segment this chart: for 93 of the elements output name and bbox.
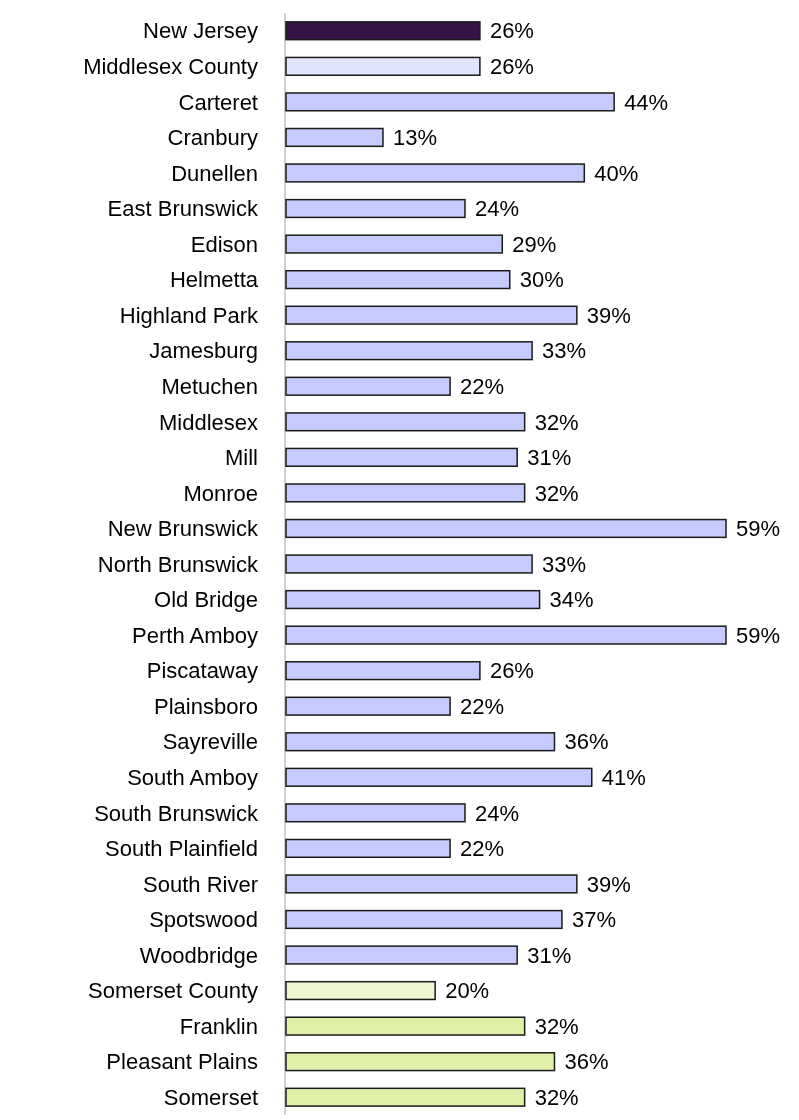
data-label: 36% — [564, 1049, 609, 1075]
data-label: 22% — [460, 373, 505, 399]
bar — [285, 696, 451, 716]
y-tick-label: New Brunswick — [107, 516, 259, 542]
y-tick-label: Edison — [190, 231, 258, 257]
data-label: 41% — [601, 764, 646, 790]
data-label: 31% — [527, 942, 572, 968]
data-label: 32% — [534, 409, 579, 435]
bar — [285, 21, 481, 41]
y-tick-label: Mill — [225, 445, 258, 471]
y-tick-label: South River — [143, 871, 258, 897]
bar — [285, 554, 533, 574]
bar — [285, 483, 526, 503]
data-label: 39% — [586, 871, 631, 897]
bar — [285, 945, 518, 965]
bar — [285, 412, 526, 432]
bar — [285, 732, 556, 752]
y-tick-label: Somerset — [163, 1084, 258, 1110]
bar — [285, 305, 578, 325]
y-tick-label: Highland Park — [119, 302, 259, 328]
y-tick-label: Monroe — [183, 480, 258, 506]
y-tick-label: Cranbury — [167, 125, 258, 151]
bar — [285, 269, 511, 290]
y-tick-label: North Brunswick — [97, 551, 259, 577]
bar — [285, 838, 451, 859]
y-tick-label: Woodbridge — [139, 942, 258, 968]
data-label: 26% — [489, 658, 534, 684]
y-tick-label: Metuchen — [161, 373, 258, 399]
data-label: 22% — [460, 693, 505, 719]
data-label: 33% — [542, 551, 587, 577]
y-tick-label: Helmetta — [169, 267, 259, 293]
y-tick-label: South Plainfield — [105, 836, 258, 862]
y-tick-label: South Amboy — [127, 764, 258, 790]
bar — [285, 803, 466, 823]
bar — [285, 980, 436, 1001]
y-tick-label: Somerset County — [88, 978, 258, 1004]
data-label: 26% — [489, 54, 534, 80]
data-label: 40% — [594, 160, 639, 186]
data-label: 31% — [527, 445, 572, 471]
y-tick-label: Middlesex County — [83, 54, 258, 80]
bar — [285, 625, 727, 645]
bar — [285, 1052, 556, 1072]
bar — [285, 234, 504, 254]
data-label: 22% — [460, 836, 505, 862]
y-tick-label: Sayreville — [162, 729, 258, 755]
bar — [285, 1016, 526, 1036]
y-tick-label: Old Bridge — [154, 587, 258, 613]
data-label: 59% — [736, 516, 781, 542]
data-label: 30% — [519, 267, 564, 293]
data-label: 29% — [512, 231, 557, 257]
y-tick-label: Dunellen — [171, 160, 258, 186]
data-label: 34% — [549, 587, 594, 613]
y-tick-label: Franklin — [179, 1013, 258, 1039]
data-label: 39% — [586, 302, 631, 328]
y-tick-label: East Brunswick — [107, 196, 259, 222]
bar — [285, 341, 533, 361]
y-tick-label: Middlesex — [158, 409, 258, 435]
y-tick-label: Piscataway — [146, 658, 258, 684]
bar — [285, 1087, 526, 1107]
y-tick-label: Pleasant Plains — [106, 1049, 258, 1075]
data-label: 36% — [564, 729, 609, 755]
bar — [285, 518, 727, 539]
data-label: 20% — [445, 978, 490, 1004]
bar — [285, 767, 593, 787]
data-label: 32% — [534, 480, 579, 506]
y-tick-label: Plainsboro — [154, 693, 258, 719]
bar — [285, 163, 586, 183]
data-label: 59% — [736, 622, 781, 648]
y-tick-label: South Brunswick — [94, 800, 259, 826]
data-label: 33% — [542, 338, 587, 364]
bar — [285, 56, 481, 76]
y-tick-label: Jamesburg — [149, 338, 258, 364]
bar — [285, 127, 384, 148]
y-tick-label: Perth Amboy — [132, 622, 258, 648]
y-tick-label: New Jersey — [143, 18, 258, 44]
bar — [285, 447, 518, 467]
bar — [285, 589, 541, 610]
data-label: 44% — [624, 89, 669, 115]
data-label: 32% — [534, 1084, 579, 1110]
data-label: 32% — [534, 1013, 579, 1039]
bar — [285, 92, 615, 112]
bar — [285, 198, 466, 219]
bar — [285, 376, 451, 396]
data-label: 37% — [571, 907, 616, 933]
data-label: 24% — [474, 800, 520, 826]
data-label: 24% — [474, 196, 520, 222]
data-label: 13% — [392, 125, 437, 151]
data-label: 26% — [489, 18, 534, 44]
y-tick-label: Spotswood — [149, 907, 258, 933]
bar — [285, 909, 563, 930]
y-tick-label: Carteret — [178, 89, 258, 115]
bar — [285, 874, 578, 894]
bar — [285, 661, 481, 681]
